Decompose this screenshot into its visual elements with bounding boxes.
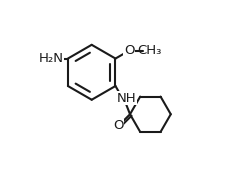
Text: O: O: [124, 44, 134, 57]
Text: CH₃: CH₃: [137, 44, 161, 57]
Text: NH: NH: [117, 92, 136, 105]
Text: O: O: [113, 119, 123, 132]
Text: H₂N: H₂N: [39, 52, 64, 65]
